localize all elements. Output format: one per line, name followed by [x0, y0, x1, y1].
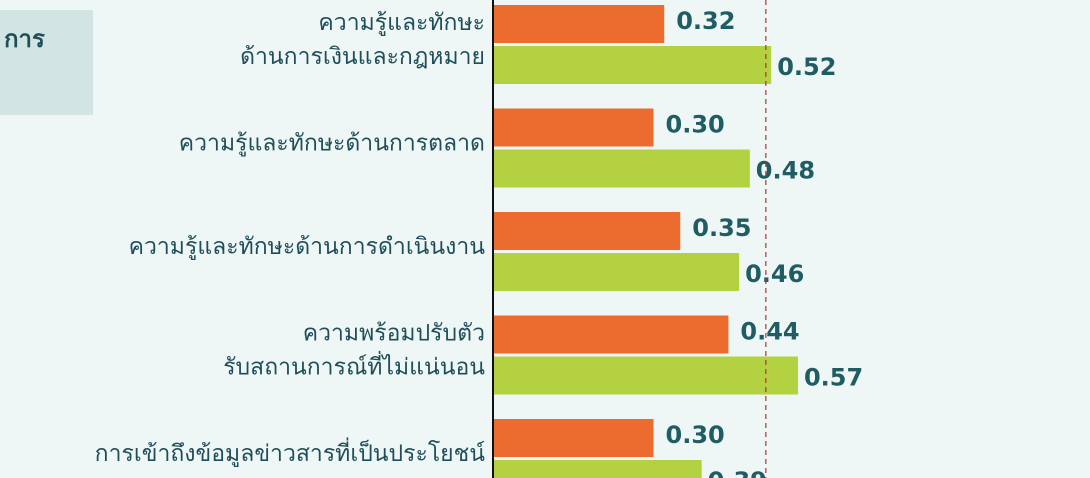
legend-box [0, 10, 93, 115]
value-label: 0.30 [666, 421, 725, 449]
category-label: ความรู้และทักษะ [318, 10, 485, 36]
category-label: ความพร้อมปรับตัว [303, 321, 485, 347]
bar [493, 253, 740, 291]
value-label: 0.39 [708, 467, 767, 478]
value-label: 0.32 [676, 7, 735, 35]
value-label: 0.46 [745, 260, 804, 288]
bar [493, 212, 681, 250]
bar [493, 419, 654, 457]
category-label: ด้านการเงินและกฎหมาย [240, 44, 485, 70]
bar [493, 149, 750, 188]
value-label: 0.48 [756, 157, 815, 185]
value-label: 0.52 [777, 53, 836, 81]
value-label: 0.57 [804, 364, 863, 392]
category-label: การเข้าถึงข้อมูลข่าวสารที่เป็นประโยชน์ [95, 437, 486, 467]
bar [493, 315, 729, 354]
value-label: 0.30 [666, 111, 725, 139]
category-label: ความรู้และทักษะด้านการตลาด [179, 131, 485, 157]
value-label: 0.44 [740, 318, 799, 346]
category-label: รับสถานการณ์ที่ไม่แน่นอน [223, 351, 485, 381]
bar [493, 356, 798, 395]
bar [493, 5, 665, 43]
bar [493, 460, 702, 478]
bar [493, 108, 654, 147]
legend-fragment: การ [4, 25, 45, 53]
category-label: ความรู้และทักษะด้านการดำเนินงาน [129, 234, 486, 260]
value-label: 0.35 [692, 214, 751, 242]
bar [493, 46, 772, 84]
